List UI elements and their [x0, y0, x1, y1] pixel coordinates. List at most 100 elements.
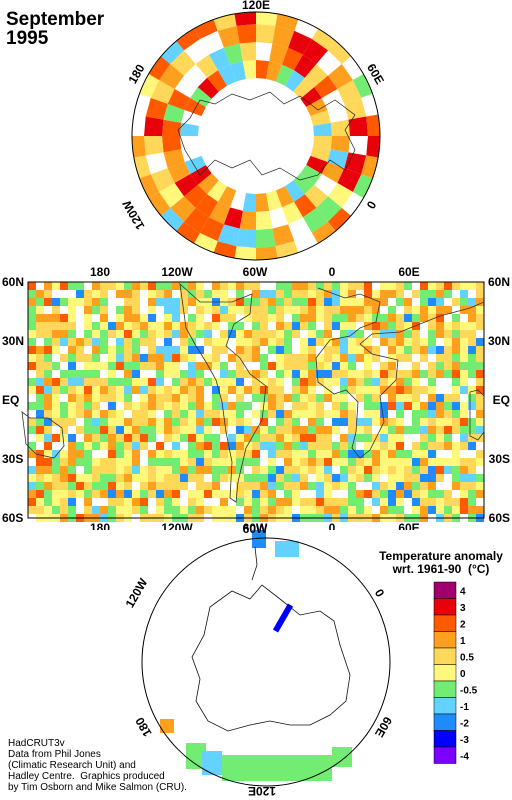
polar-cell	[150, 168, 175, 192]
grid-cell	[316, 498, 324, 506]
grid-cell	[284, 458, 292, 466]
grid-cell	[276, 306, 284, 314]
grid-cell	[156, 290, 164, 298]
grid-cell	[412, 370, 420, 378]
polar-cell	[306, 98, 328, 117]
grid-cell	[164, 450, 172, 458]
grid-cell	[60, 314, 68, 322]
grid-cell	[188, 354, 196, 362]
grid-cell	[380, 466, 388, 474]
grid-cell	[172, 362, 180, 370]
legend-tick-label: 0	[460, 669, 466, 680]
grid-cell	[380, 402, 388, 410]
grid-cell	[284, 426, 292, 434]
grid-cell	[116, 394, 124, 402]
grid-cell	[412, 418, 420, 426]
grid-cell	[348, 450, 356, 458]
grid-cell	[300, 298, 308, 306]
grid-cell	[76, 426, 84, 434]
grid-cell	[236, 466, 244, 474]
grid-cell	[52, 314, 60, 322]
grid-cell	[284, 418, 292, 426]
grid-cell	[180, 434, 188, 442]
grid-cell	[428, 338, 436, 346]
grid-cell	[124, 298, 132, 306]
grid-cell	[212, 290, 220, 298]
grid-cell	[396, 338, 404, 346]
grid-cell	[108, 458, 116, 466]
polar-cell	[313, 136, 332, 150]
title-month: September	[6, 9, 105, 30]
grid-cell	[140, 402, 148, 410]
grid-cell	[444, 282, 452, 290]
grid-cell	[364, 410, 372, 418]
polar-cell	[281, 47, 303, 71]
polar-cell	[163, 103, 185, 123]
grid-cell	[148, 402, 156, 410]
grid-cell	[356, 282, 364, 290]
grid-cell	[308, 482, 316, 490]
polar-cell	[321, 161, 345, 183]
grid-cell	[124, 490, 132, 498]
polar-cell	[230, 61, 246, 82]
grid-cell	[28, 506, 36, 514]
grid-cell	[324, 474, 332, 482]
grid-cell	[188, 282, 196, 290]
grid-cell	[300, 354, 308, 362]
grid-cell	[100, 362, 108, 370]
grid-cell	[396, 314, 404, 322]
grid-cell	[28, 466, 36, 474]
grid-cell	[132, 402, 140, 410]
grid-cell	[164, 466, 172, 474]
grid-cell	[132, 426, 140, 434]
grid-cell	[284, 450, 292, 458]
grid-cell	[396, 466, 404, 474]
south-polar-label-60e: 60E	[372, 714, 395, 739]
grid-cell	[292, 354, 300, 362]
grid-cell	[428, 418, 436, 426]
south-polar-map: 60W 0 60E 120E 180 120W	[123, 525, 395, 798]
grid-cell	[276, 346, 284, 354]
grid-cell	[124, 378, 132, 386]
polar-cell	[293, 173, 315, 195]
grid-cell	[284, 330, 292, 338]
grid-cell	[228, 354, 236, 362]
grid-cell	[228, 322, 236, 330]
grid-cell	[44, 402, 52, 410]
grid-cell	[148, 418, 156, 426]
grid-cell	[148, 490, 156, 498]
grid-cell	[52, 458, 60, 466]
grid-cell	[196, 290, 204, 298]
grid-cell	[36, 490, 44, 498]
grid-cell	[404, 466, 412, 474]
grid-cell	[196, 314, 204, 322]
grid-cell	[124, 346, 132, 354]
grid-cell	[316, 410, 324, 418]
grid-cell	[60, 434, 68, 442]
legend-swatch	[433, 664, 457, 682]
grid-cell	[364, 362, 372, 370]
grid-cell	[252, 338, 260, 346]
grid-cell	[100, 434, 108, 442]
grid-cell	[372, 450, 380, 458]
grid-cell	[476, 354, 484, 362]
grid-cell	[36, 402, 44, 410]
grid-cell	[196, 330, 204, 338]
grid-cell	[132, 434, 140, 442]
grid-cell	[452, 354, 460, 362]
grid-cell	[36, 418, 44, 426]
grid-cell	[108, 378, 116, 386]
lat-label-right: EQ	[493, 393, 510, 407]
grid-cell	[76, 354, 84, 362]
grid-cell	[172, 314, 180, 322]
grid-cell	[92, 490, 100, 498]
grid-cell	[180, 506, 188, 514]
grid-cell	[276, 362, 284, 370]
grid-cell	[340, 474, 348, 482]
grid-cell	[140, 354, 148, 362]
grid-cell	[404, 482, 412, 490]
grid-cell	[124, 506, 132, 514]
grid-cell	[244, 370, 252, 378]
grid-cell	[452, 370, 460, 378]
grid-cell	[28, 442, 36, 450]
